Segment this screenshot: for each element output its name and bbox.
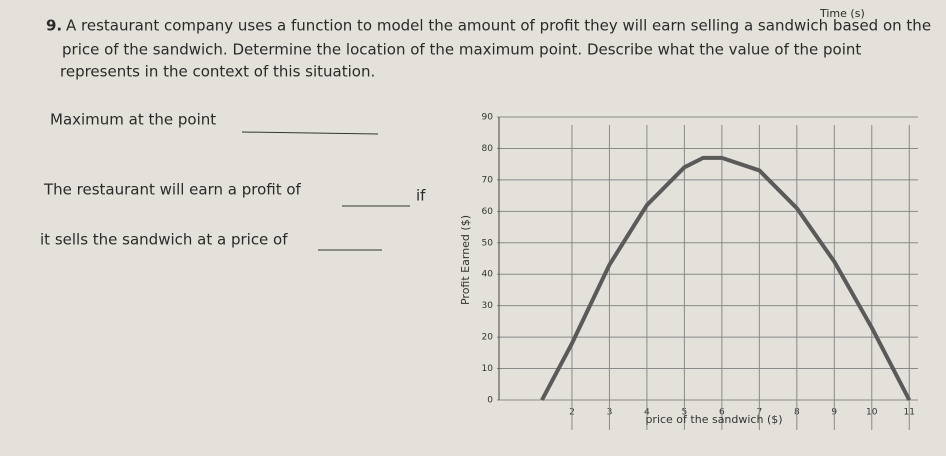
profit-curve bbox=[540, 155, 912, 401]
question-line: price of the sandwich. Determine the loc… bbox=[62, 41, 861, 59]
y-tick-label: 10 bbox=[482, 364, 494, 374]
prompt: Maximum at the point bbox=[50, 111, 216, 129]
question-line: A restaurant company uses a function to … bbox=[66, 17, 931, 35]
y-tick-label: 0 bbox=[487, 396, 493, 406]
prompt: if bbox=[416, 187, 426, 205]
y-tick-label: 80 bbox=[482, 144, 494, 154]
y-tick-label: 60 bbox=[482, 207, 494, 217]
x-axis-label: price of the sandwich ($) bbox=[645, 413, 782, 426]
y-tick-label: 90 bbox=[482, 113, 494, 123]
chart: 0102030405060708090234567891011Profit Ea… bbox=[459, 113, 918, 430]
y-tick-label: 20 bbox=[482, 333, 494, 343]
question-line: represents in the context of this situat… bbox=[60, 63, 375, 81]
question-number: 9. bbox=[46, 17, 62, 35]
answer-blank bbox=[241, 131, 379, 135]
y-tick-label: 40 bbox=[482, 270, 494, 280]
y-tick-label: 30 bbox=[482, 301, 494, 311]
y-axis-label: Profit Earned ($) bbox=[459, 215, 472, 305]
y-tick-label: 70 bbox=[482, 175, 494, 185]
prompt: it sells the sandwich at a price of bbox=[40, 231, 288, 249]
prompt: The restaurant will earn a profit of bbox=[43, 181, 302, 199]
timer-label: Time (s) bbox=[819, 7, 865, 20]
y-tick-label: 50 bbox=[482, 238, 494, 248]
